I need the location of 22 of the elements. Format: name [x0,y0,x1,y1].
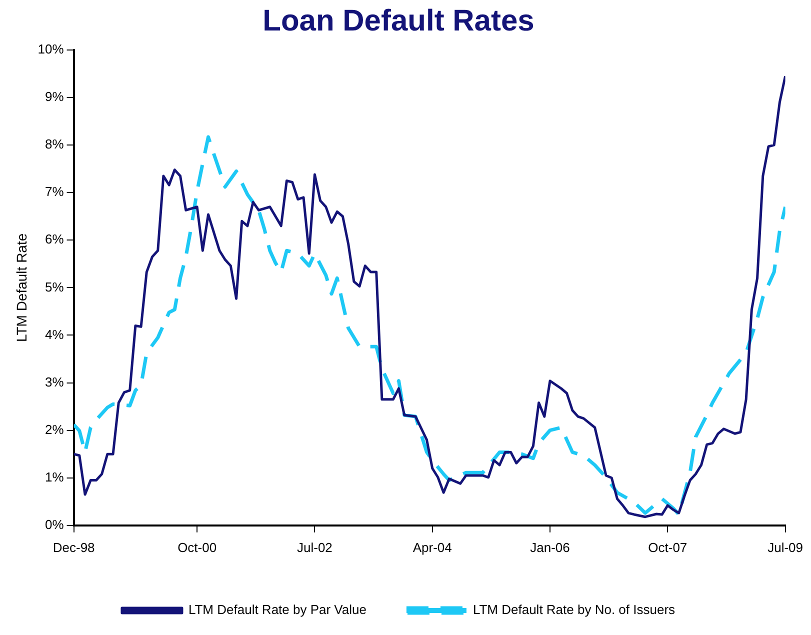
y-tick-label: 2% [45,422,64,437]
x-tick-label: Apr-04 [412,540,452,555]
y-axis-title: LTM Default Rate [13,233,30,342]
y-tick-label: 10% [38,42,64,57]
chart-title: Loan Default Rates [262,4,534,38]
y-tick-label: 0% [45,516,64,532]
y-tick-label: 8% [45,136,64,152]
y-tick-label: 4% [45,326,64,342]
y-tick-label: 9% [45,89,64,104]
x-tick-label: Jul-09 [768,540,804,555]
y-tick-label: 6% [45,232,64,247]
y-tick-label: 5% [45,279,64,294]
x-tick-label: Jul-02 [297,540,332,555]
legend-label: LTM Default Rate by Par Value [188,602,366,618]
legend-label: LTM Default Rate by No. of Issuers [472,602,676,618]
y-tick-label: 1% [45,469,64,484]
x-tick-label: Jan-06 [530,540,570,555]
x-tick-label: Oct-07 [648,540,688,555]
y-tick-label: 3% [45,374,64,390]
x-tick-label: Oct-00 [178,540,217,555]
y-tick-label: 7% [45,184,64,200]
x-tick-label: Dec-98 [52,540,95,555]
